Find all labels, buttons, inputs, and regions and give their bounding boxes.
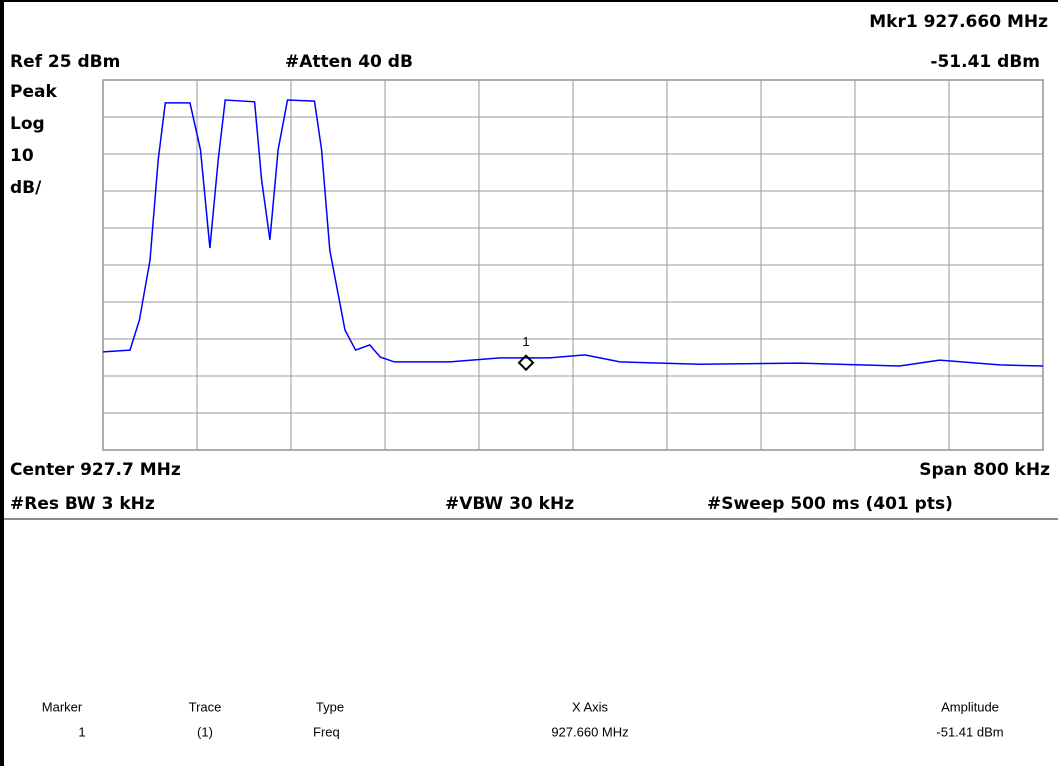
marker-amplitude: -51.41 dBm xyxy=(930,52,1040,72)
table-cell: 1 xyxy=(78,724,85,739)
marker-table: Marker Trace Type X Axis Amplitude 1 (1) Freq 92… xyxy=(42,699,1004,739)
trace xyxy=(102,99,1044,367)
detector: Peak xyxy=(10,82,57,102)
marker-diamond xyxy=(517,354,535,372)
table-cell: Freq xyxy=(313,724,340,739)
sweep: #Sweep 500 ms (401 pts) xyxy=(707,494,953,514)
scale-type: Log xyxy=(10,114,45,134)
left-border xyxy=(0,0,4,766)
column-header: Type xyxy=(316,699,344,714)
center-freq: Center 927.7 MHz xyxy=(10,460,181,480)
column-header: Amplitude xyxy=(941,699,999,714)
column-header: Marker xyxy=(42,699,83,714)
ref-level: Ref 25 dBm xyxy=(10,52,120,72)
table-cell: (1) xyxy=(197,724,213,739)
vbw: #VBW 30 kHz xyxy=(445,494,574,514)
column-header: X Axis xyxy=(572,699,609,714)
table-cell: -51.41 dBm xyxy=(936,724,1003,739)
span: Span 800 kHz xyxy=(919,460,1050,480)
plot: 1 xyxy=(102,79,1044,451)
scale-value: 10 xyxy=(10,146,34,166)
marker-readout: Mkr1 927.660 MHz xyxy=(869,12,1048,32)
marker-label: 1 xyxy=(522,334,529,349)
table-cell: 927.660 MHz xyxy=(551,724,628,739)
scale-unit: dB/ xyxy=(10,178,42,198)
rbw: #Res BW 3 kHz xyxy=(10,494,155,514)
column-header: Trace xyxy=(189,699,222,714)
attenuation: #Atten 40 dB xyxy=(285,52,413,72)
